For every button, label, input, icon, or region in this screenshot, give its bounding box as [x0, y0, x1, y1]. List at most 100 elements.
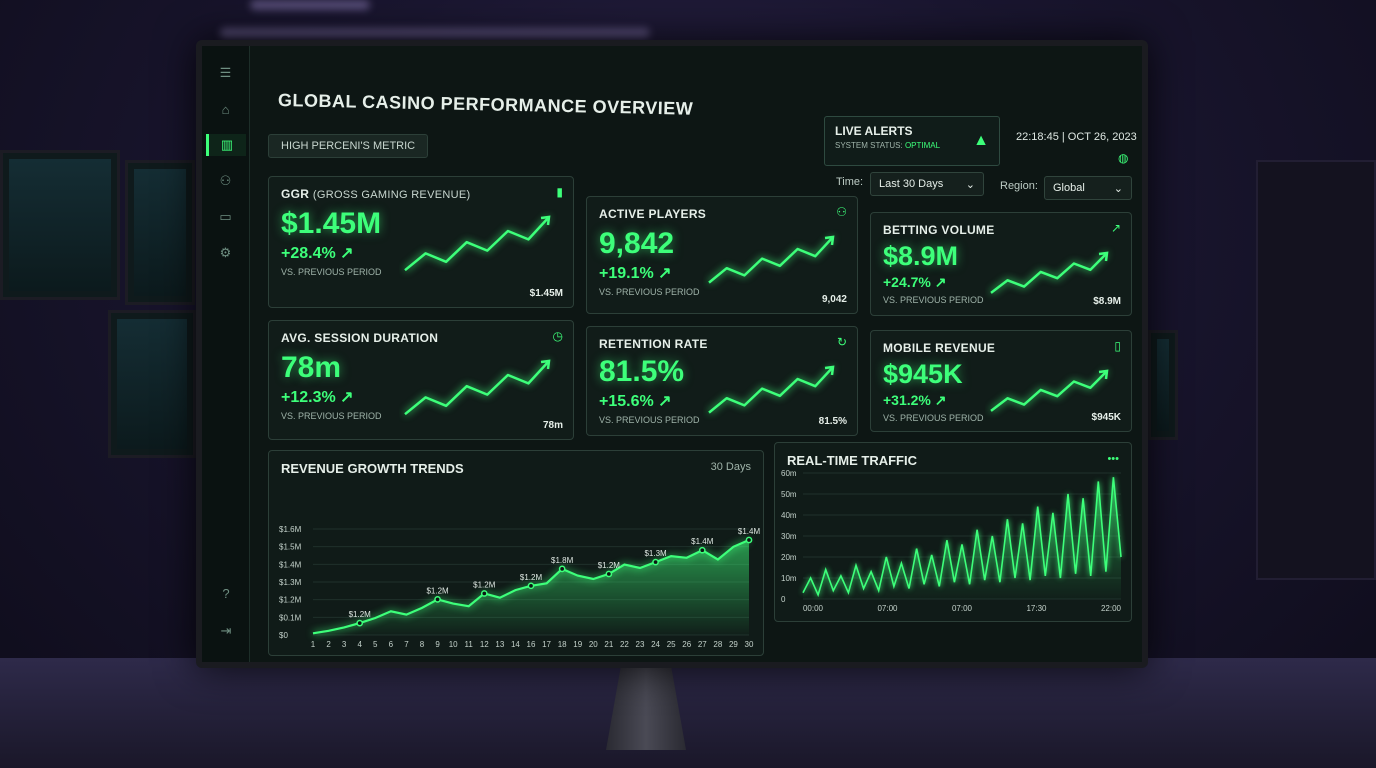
- kpi-value: 78m: [281, 351, 342, 384]
- kpi-comparison: VS. PREVIOUS PERIOD: [883, 295, 984, 305]
- kpi-card-ggr[interactable]: GGR (GROSS GAMING REVENUE) $1.45M +28.4%…: [268, 176, 574, 308]
- arrow-head-icon: [1098, 369, 1109, 380]
- data-label: $1.2M: [520, 573, 543, 582]
- x-tick-label: 4: [357, 640, 362, 649]
- data-point[interactable]: [698, 546, 706, 554]
- bar-chart-icon: ▮: [556, 185, 563, 199]
- data-point[interactable]: [605, 570, 613, 578]
- kpi-sparkline: [990, 369, 1109, 412]
- y-tick-label: 50m: [781, 490, 797, 499]
- kpi-comparison: VS. PREVIOUS PERIOD: [599, 415, 700, 425]
- kpi-end-value: 78m: [542, 420, 563, 431]
- x-tick-label: 17:30: [1026, 604, 1047, 613]
- data-point[interactable]: [652, 558, 659, 566]
- y-tick-label: 30m: [781, 532, 797, 541]
- x-tick-label: 27: [698, 640, 707, 649]
- kpi-card-betting-volume[interactable]: BETTING VOLUME $8.9M +24.7% ↗ VS. PREVIO…: [870, 212, 1132, 316]
- kpi-value: $8.9M: [883, 241, 959, 271]
- kpi-comparison: VS. PREVIOUS PERIOD: [281, 411, 382, 421]
- kpi-change: +12.3% ↗: [281, 389, 354, 406]
- alerts-title: LIVE ALERTS: [835, 124, 913, 138]
- kpi-card-session-duration[interactable]: AVG. SESSION DURATION 78m +12.3% ↗ VS. P…: [268, 320, 574, 440]
- sidebar-bottom: ? ⇥: [202, 582, 250, 642]
- y-tick-label: $0: [279, 631, 288, 640]
- kpi-sparkline: [404, 215, 551, 272]
- sparkline-path: [990, 370, 1108, 412]
- monitor-icon[interactable]: ▭: [219, 209, 232, 224]
- kpi-value: $945K: [883, 359, 963, 389]
- data-point[interactable]: [527, 582, 535, 590]
- users-icon: ⚇: [836, 205, 847, 219]
- x-tick-label: 17: [542, 640, 551, 649]
- y-tick-label: 40m: [781, 511, 797, 520]
- refresh-icon: ↻: [836, 335, 847, 349]
- background-monitor: [125, 160, 195, 305]
- menu-icon[interactable]: ☰: [219, 65, 232, 80]
- logout-icon[interactable]: ⇥: [220, 623, 232, 638]
- arrow-head-icon: [824, 235, 835, 246]
- data-point[interactable]: [745, 536, 753, 544]
- time-select[interactable]: Last 30 Days ⌄: [870, 172, 984, 196]
- home-icon[interactable]: ⌂: [221, 101, 230, 117]
- globe-icon[interactable]: ◍: [1118, 151, 1129, 165]
- trend-icon: ↗: [1110, 221, 1121, 235]
- kpi-end-value: $945K: [1091, 412, 1121, 423]
- kpi-end-value: $1.45M: [529, 288, 563, 299]
- data-label: $1.2M: [598, 561, 621, 570]
- kpi-label: BETTING VOLUME: [883, 223, 995, 237]
- metric-badge[interactable]: HIGH PERCENI'S METRIC: [268, 134, 429, 158]
- kpi-label: MOBILE REVENUE: [883, 341, 996, 355]
- x-tick-label: 11: [465, 640, 474, 649]
- kpi-end-value: $8.9M: [1093, 296, 1121, 307]
- y-tick-label: 60m: [781, 469, 797, 478]
- system-status: SYSTEM STATUS: OPTIMAL: [835, 141, 989, 150]
- analytics-icon[interactable]: ▥: [205, 134, 246, 156]
- status-label: SYSTEM STATUS:: [835, 141, 903, 150]
- more-icon[interactable]: •••: [1107, 453, 1119, 465]
- kpi-change: +31.2% ↗: [883, 392, 947, 408]
- kpi-change: +28.4% ↗: [281, 245, 354, 262]
- region-select[interactable]: Global ⌄: [1044, 176, 1132, 200]
- users-icon[interactable]: ⚇: [219, 173, 232, 188]
- data-label: $1.2M: [349, 610, 372, 619]
- warning-icon: ▲: [973, 132, 989, 149]
- y-tick-label: $0.1M: [279, 613, 302, 622]
- region-filter-label: Region:: [1000, 180, 1038, 192]
- kpi-value: 81.5%: [599, 355, 685, 388]
- data-point[interactable]: [480, 590, 488, 597]
- data-point[interactable]: [356, 619, 364, 627]
- traffic-area: [803, 477, 1121, 599]
- ceiling-light: [250, 0, 370, 10]
- sparkline-path: [404, 216, 550, 272]
- traffic-chart: 0 10m 20m 30m 40m 50m 60m 00:00 07:00 07:00 17:30 2…: [781, 469, 1122, 613]
- x-tick-label: 29: [729, 640, 738, 649]
- y-tick-label: 0: [781, 595, 786, 604]
- kpi-label: RETENTION RATE: [599, 337, 708, 351]
- arrow-head-icon: [1098, 251, 1109, 262]
- live-alerts-panel[interactable]: LIVE ALERTS SYSTEM STATUS: OPTIMAL ▲: [824, 116, 1000, 166]
- panel-range[interactable]: 30 Days: [710, 461, 751, 473]
- data-point[interactable]: [434, 596, 441, 603]
- x-tick-label: 13: [495, 640, 504, 649]
- kpi-end-value: 9,042: [821, 294, 847, 305]
- time-filter-label: Time:: [836, 176, 864, 188]
- data-point[interactable]: [558, 565, 566, 573]
- kpi-change: +24.7% ↗: [883, 274, 947, 290]
- y-tick-label: $1.3M: [279, 578, 302, 587]
- help-icon[interactable]: ?: [222, 585, 230, 601]
- x-tick-label: 5: [373, 640, 378, 649]
- y-tick-label: $1.6M: [279, 525, 302, 534]
- desk: [0, 658, 1376, 768]
- background-monitor: [1148, 330, 1178, 440]
- kpi-card-mobile-revenue[interactable]: MOBILE REVENUE $945K +31.2% ↗ VS. PREVIO…: [870, 330, 1132, 432]
- settings-icon[interactable]: ⚙: [219, 245, 232, 260]
- revenue-chart: $0$0.1M$1.2M$1.3M$1.4M$1.5M$1.6M1 2 3 4 5 6 7 8…: [279, 525, 760, 649]
- data-label: $1.2M: [426, 586, 449, 595]
- x-tick-label: 8: [420, 640, 425, 649]
- kpi-card-retention-rate[interactable]: RETENTION RATE 81.5% +15.6% ↗ VS. PREVIO…: [586, 326, 858, 436]
- kpi-label: GGR (GROSS GAMING REVENUE): [281, 187, 561, 201]
- x-tick-label: 9: [435, 640, 440, 649]
- kpi-card-active-players[interactable]: ACTIVE PLAYERS 9,842 +19.1% ↗ VS. PREVIO…: [586, 196, 858, 314]
- x-tick-label: 07:00: [877, 604, 898, 613]
- x-tick-label: 21: [604, 640, 613, 649]
